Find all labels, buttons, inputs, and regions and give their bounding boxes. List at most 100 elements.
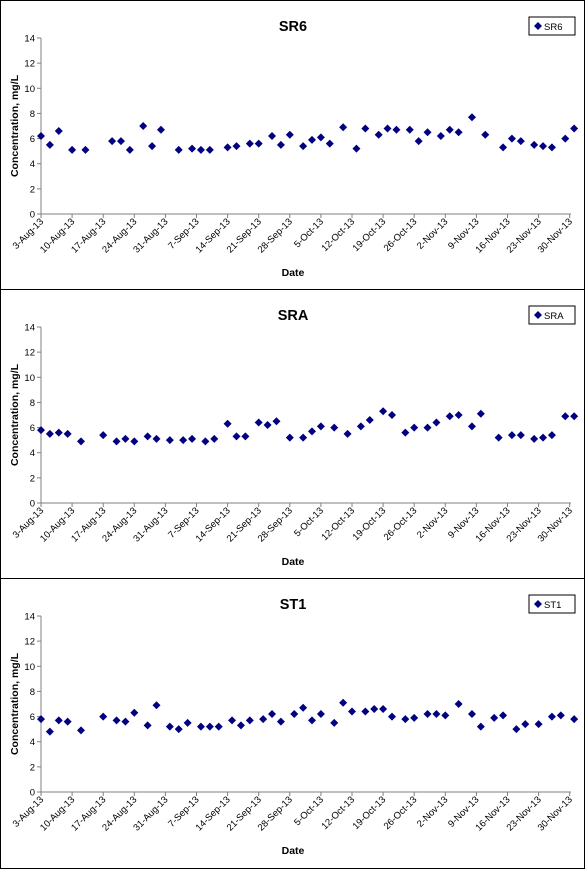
legend-box [528,305,576,325]
data-point [356,422,365,431]
chart-sra: SRA024681012143-Aug-1310-Aug-1317-Aug-13… [9,305,579,568]
x-tick-label: 2-Nov-13 [415,216,450,251]
x-axis-label: Date [282,267,305,279]
chart-panel-sr6: SR6 0 2 4 6 8 10 12 14 3-Aug-13 10-Aug-13 17-Aug-13… [0,0,585,291]
y-tick-label: 8 [30,398,35,409]
data-point [414,137,423,146]
data-point [476,409,485,418]
y-tick-label: 6 [30,423,35,434]
data-point [81,145,90,154]
data-point [236,721,245,730]
data-point [259,715,268,724]
data-point [512,725,521,734]
data-point [454,411,463,419]
data-point [37,132,45,141]
data-point [308,135,317,144]
y-tick-label: 0 [30,788,35,799]
y-axis-label: Concentration, mg/L [9,652,21,755]
chart-sr6: SR6024681012143-Aug-1310-Aug-1317-Aug-13… [9,16,579,279]
data-point [125,145,134,154]
data-point [121,717,130,726]
data-point [37,715,45,724]
y-tick-label: 14 [24,612,35,623]
data-point [232,142,241,151]
data-point [245,716,254,725]
data-point [547,431,556,440]
legend-label: SRA [544,311,564,322]
data-point [45,429,54,438]
y-tick-label: 10 [24,84,35,95]
data-point [254,139,263,148]
data-point [214,722,223,731]
data-point [499,711,508,720]
y-tick-label: 4 [30,448,35,459]
legend: SR6 [528,16,576,36]
data-point [454,128,463,137]
data-point [361,124,370,133]
data-point [68,145,77,154]
data-point [361,707,370,716]
data-point [392,125,401,134]
data-point [130,437,139,446]
data-point [196,145,205,154]
data-point [401,715,410,724]
data-point [467,422,476,431]
y-tick-label: 2 [30,473,35,484]
data-point [454,700,463,708]
data-point [481,130,490,139]
data-point [45,140,54,149]
legend-marker [534,311,542,319]
data-point [330,718,339,727]
chart-title: SRA [278,308,309,324]
data-point [539,142,548,151]
data-point [401,428,410,437]
data-point [245,139,254,148]
data-point [54,716,63,725]
data-point [116,137,125,146]
x-axis-label: Date [282,556,305,568]
data-point [76,726,85,735]
y-tick-label: 14 [24,34,35,45]
data-point [63,429,72,438]
data-point [383,124,392,133]
data-point [112,437,121,446]
y-tick-label: 14 [24,323,35,334]
data-point [521,720,530,729]
data-point [339,698,348,707]
data-point [108,137,117,146]
legend-box [528,594,576,614]
legend: ST1 [528,594,576,614]
data-point [343,429,352,438]
data-point [54,127,63,136]
data-point [99,712,108,721]
x-tick-label: 26-Oct-13 [382,216,420,254]
data-point [352,144,361,153]
data-point [205,722,214,731]
data-point [299,433,308,442]
x-tick-label: 26-Oct-13 [382,794,420,832]
data-point [423,423,432,432]
data-point [54,428,63,437]
data-point [121,434,130,443]
x-tick-label: 2-Nov-13 [415,794,450,829]
chart-st1: ST1024681012143-Aug-1310-Aug-1317-Aug-13… [9,594,579,857]
data-point [112,716,121,725]
data-point [387,411,396,419]
data-point [201,437,210,446]
data-point [99,431,108,440]
data-point [339,123,348,132]
data-point [534,720,543,729]
y-tick-label: 6 [30,712,35,723]
data-point [228,716,237,725]
y-axis-label: Concentration, mg/L [9,74,21,177]
data-point [570,715,579,724]
y-tick-label: 6 [30,134,35,145]
data-point [139,122,148,130]
data-point [285,433,294,442]
data-point [423,128,432,137]
y-tick-label: 12 [24,59,35,70]
legend-label: ST1 [544,600,561,611]
data-point [547,712,556,721]
chart-panel-st1: ST1 0 2 4 6 8 10 12 14 3-Aug-13 10-Aug-13 17-Aug-13… [0,578,585,869]
data-point [467,113,476,122]
